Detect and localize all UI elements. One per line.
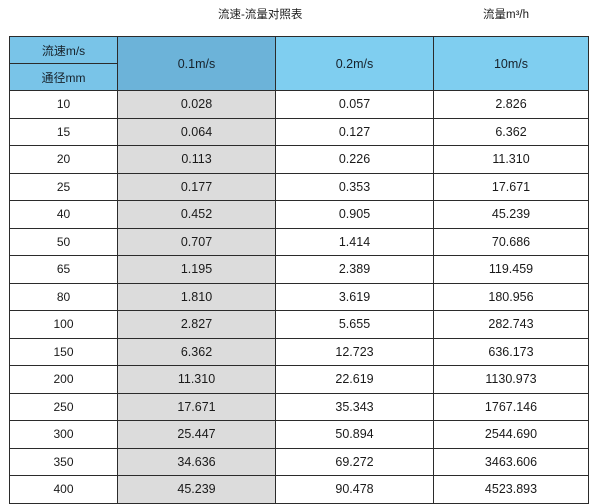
cell-diameter: 40 <box>9 200 118 229</box>
cell-diameter: 80 <box>9 282 118 311</box>
cell-flow-1: 0.177 <box>117 172 276 201</box>
cell-flow-2: 22.619 <box>275 365 434 394</box>
table-row: 50 0.707 1.414 70.686 <box>9 227 589 256</box>
table-title: 流速-流量对照表 <box>218 9 303 21</box>
cell-flow-2: 0.226 <box>275 145 434 174</box>
cell-flow-2: 69.272 <box>275 447 434 476</box>
cell-flow-1: 25.447 <box>117 420 276 449</box>
cell-diameter: 150 <box>9 337 118 366</box>
table-row: 25 0.177 0.353 17.671 <box>9 172 589 201</box>
cell-flow-2: 12.723 <box>275 337 434 366</box>
cell-flow-1: 0.113 <box>117 145 276 174</box>
table-row: 65 1.195 2.389 119.459 <box>9 255 589 284</box>
table-header: 流速m/s 0.1m/s 0.2m/s 10m/s 通径mm <box>9 36 589 91</box>
table-row: 100 2.827 5.655 282.743 <box>9 310 589 339</box>
cell-diameter: 50 <box>9 227 118 256</box>
cell-flow-1: 1.810 <box>117 282 276 311</box>
cell-flow-2: 0.127 <box>275 117 434 146</box>
cell-flow-1: 0.028 <box>117 90 276 119</box>
cell-flow-3: 1130.973 <box>433 365 589 394</box>
table-header-row-top: 流速m/s 0.1m/s 0.2m/s 10m/s <box>9 36 589 91</box>
cell-diameter: 350 <box>9 447 118 476</box>
cell-flow-1: 1.195 <box>117 255 276 284</box>
cell-flow-3: 6.362 <box>433 117 589 146</box>
cell-flow-2: 35.343 <box>275 392 434 421</box>
cell-flow-1: 0.707 <box>117 227 276 256</box>
column-header-velocity-1: 0.1m/s <box>117 36 276 91</box>
cell-diameter: 250 <box>9 392 118 421</box>
cell-flow-3: 119.459 <box>433 255 589 284</box>
cell-flow-1: 6.362 <box>117 337 276 366</box>
cell-flow-1: 0.452 <box>117 200 276 229</box>
table-row: 200 11.310 22.619 1130.973 <box>9 365 589 394</box>
table-row: 20 0.113 0.226 11.310 <box>9 145 589 174</box>
cell-flow-1: 11.310 <box>117 365 276 394</box>
cell-diameter: 10 <box>9 90 118 119</box>
table-row: 10 0.028 0.057 2.826 <box>9 90 589 119</box>
cell-flow-1: 45.239 <box>117 475 276 504</box>
cell-flow-3: 11.310 <box>433 145 589 174</box>
table-header-row-bottom: 通径mm <box>9 63 589 91</box>
column-header-velocity-2: 0.2m/s <box>275 36 434 91</box>
cell-diameter: 300 <box>9 420 118 449</box>
cell-flow-2: 1.414 <box>275 227 434 256</box>
table-row: 400 45.239 90.478 4523.893 <box>9 475 589 504</box>
cell-flow-3: 17.671 <box>433 172 589 201</box>
cell-diameter: 100 <box>9 310 118 339</box>
cell-flow-3: 282.743 <box>433 310 589 339</box>
cell-flow-1: 17.671 <box>117 392 276 421</box>
cell-flow-3: 3463.606 <box>433 447 589 476</box>
table-row: 40 0.452 0.905 45.239 <box>9 200 589 229</box>
cell-diameter: 25 <box>9 172 118 201</box>
cell-flow-3: 4523.893 <box>433 475 589 504</box>
cell-diameter: 20 <box>9 145 118 174</box>
flow-velocity-table-wrapper: 流速m/s 0.1m/s 0.2m/s 10m/s 通径mm 10 0.028 0.… <box>9 36 589 504</box>
cell-flow-3: 2.826 <box>433 90 589 119</box>
cell-flow-3: 45.239 <box>433 200 589 229</box>
cell-flow-3: 180.956 <box>433 282 589 311</box>
cell-flow-3: 70.686 <box>433 227 589 256</box>
cell-diameter: 15 <box>9 117 118 146</box>
cell-diameter: 65 <box>9 255 118 284</box>
cell-flow-2: 0.057 <box>275 90 434 119</box>
caption-strip: 流速-流量对照表 流量m³/h <box>0 0 600 36</box>
cell-flow-3: 636.173 <box>433 337 589 366</box>
cell-flow-2: 5.655 <box>275 310 434 339</box>
table-row: 300 25.447 50.894 2544.690 <box>9 420 589 449</box>
cell-diameter: 400 <box>9 475 118 504</box>
cell-flow-2: 90.478 <box>275 475 434 504</box>
table-body: 10 0.028 0.057 2.826 15 0.064 0.127 6.362 20 0.11… <box>9 90 589 504</box>
cell-flow-1: 34.636 <box>117 447 276 476</box>
table-row: 350 34.636 69.272 3463.606 <box>9 447 589 476</box>
cell-diameter: 200 <box>9 365 118 394</box>
cell-flow-2: 0.905 <box>275 200 434 229</box>
table-row: 150 6.362 12.723 636.173 <box>9 337 589 366</box>
cell-flow-2: 50.894 <box>275 420 434 449</box>
table-row: 15 0.064 0.127 6.362 <box>9 117 589 146</box>
table-row: 250 17.671 35.343 1767.146 <box>9 392 589 421</box>
cell-flow-1: 2.827 <box>117 310 276 339</box>
corner-diameter-label: 通径mm <box>9 63 118 91</box>
column-header-velocity-3: 10m/s <box>433 36 589 91</box>
flow-unit-label: 流量m³/h <box>483 9 529 21</box>
cell-flow-2: 0.353 <box>275 172 434 201</box>
cell-flow-3: 2544.690 <box>433 420 589 449</box>
cell-flow-3: 1767.146 <box>433 392 589 421</box>
corner-velocity-label: 流速m/s <box>9 36 118 64</box>
cell-flow-1: 0.064 <box>117 117 276 146</box>
flow-velocity-table: 流速m/s 0.1m/s 0.2m/s 10m/s 通径mm 10 0.028 0.… <box>9 36 589 504</box>
cell-flow-2: 3.619 <box>275 282 434 311</box>
cell-flow-2: 2.389 <box>275 255 434 284</box>
table-row: 80 1.810 3.619 180.956 <box>9 282 589 311</box>
